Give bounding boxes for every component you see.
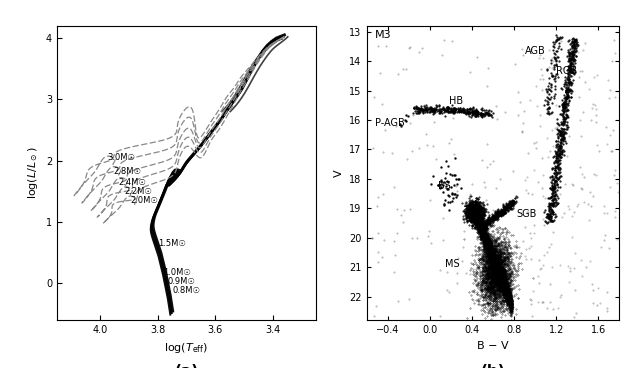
Text: SGB: SGB [516, 209, 537, 219]
Text: TO: TO [463, 206, 477, 216]
Text: 0.9M☉: 0.9M☉ [167, 277, 195, 286]
Text: 2.8M☉: 2.8M☉ [113, 167, 141, 176]
Y-axis label: V: V [334, 169, 344, 177]
Text: HB: HB [449, 96, 463, 106]
Text: 0.8M☉: 0.8M☉ [173, 286, 200, 295]
Text: (b): (b) [481, 364, 505, 368]
X-axis label: $\log(T_{\rm eff})$: $\log(T_{\rm eff})$ [164, 340, 209, 355]
Y-axis label: $\log(L/L_\odot)$: $\log(L/L_\odot)$ [26, 146, 40, 199]
Text: 3.0M☉: 3.0M☉ [107, 153, 135, 162]
Text: MS: MS [444, 259, 459, 269]
Text: AGB: AGB [525, 46, 545, 56]
Text: 1.5M☉: 1.5M☉ [157, 239, 186, 248]
Text: BS: BS [438, 181, 451, 191]
Text: 2.2M☉: 2.2M☉ [125, 187, 152, 196]
Text: RGB: RGB [556, 66, 577, 77]
Text: 1.0M☉: 1.0M☉ [164, 268, 191, 277]
Text: 2.0M☉: 2.0M☉ [130, 196, 158, 205]
Text: M3: M3 [375, 29, 392, 40]
X-axis label: B − V: B − V [477, 340, 509, 351]
Text: P-AGB: P-AGB [375, 118, 404, 128]
Text: 2.4M☉: 2.4M☉ [119, 178, 147, 187]
Text: (a): (a) [174, 364, 198, 368]
